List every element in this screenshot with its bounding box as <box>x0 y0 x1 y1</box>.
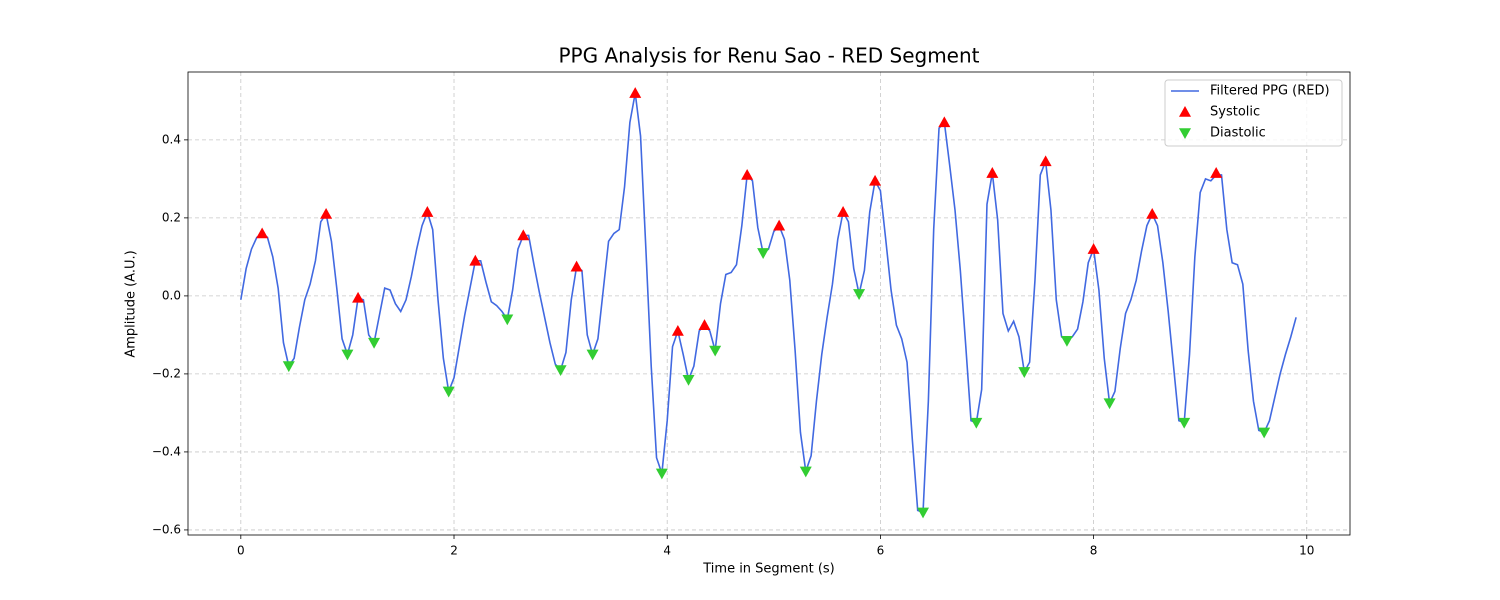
legend-label: Diastolic <box>1210 126 1266 141</box>
x-tick-label: 2 <box>450 544 458 558</box>
systolic-marker <box>1087 243 1100 254</box>
diastolic-marker <box>341 349 354 361</box>
x-axis-label: Time in Segment (s) <box>702 562 834 577</box>
systolic-marker <box>352 291 365 303</box>
y-axis-label: Amplitude (A.U.) <box>124 250 139 357</box>
diastolic-marker <box>1060 335 1073 347</box>
legend-box <box>1164 79 1343 147</box>
systolic-marker <box>741 168 754 180</box>
plot-frame <box>187 71 1351 536</box>
y-tick-label: 0.4 <box>162 132 181 146</box>
diastolic-marker <box>1178 417 1191 429</box>
diastolic-marker <box>970 417 983 429</box>
legend-label: Systolic <box>1210 105 1260 120</box>
legend-label: Filtered PPG (RED) <box>1210 84 1330 99</box>
systolic-marker <box>837 206 850 217</box>
y-tick-label: 0.2 <box>162 210 181 224</box>
systolic-marker <box>773 219 786 231</box>
diastolic-marker <box>799 466 812 478</box>
diastolic-marker <box>1018 367 1031 378</box>
diastolic-marker <box>709 345 722 357</box>
systolic-marker <box>1146 207 1159 219</box>
systolic-marker <box>986 167 999 178</box>
diastolic-marker <box>682 374 695 386</box>
legend: Filtered PPG (RED) Systolic Diastolic <box>1164 79 1343 147</box>
systolic-marker <box>320 207 333 219</box>
y-tick-label: −0.2 <box>152 366 181 380</box>
diastolic-marker <box>554 365 567 377</box>
diastolic-marker <box>1258 427 1271 439</box>
systolic-marker <box>698 319 711 330</box>
x-tick-label: 0 <box>237 544 245 558</box>
systolic-marker <box>1039 155 1052 167</box>
diastolic-marker <box>586 349 599 361</box>
diastolic-marker <box>442 386 455 398</box>
chart-title: PPG Analysis for Renu Sao - RED Segment <box>558 44 979 68</box>
systolic-marker <box>671 324 684 336</box>
y-tick-label: −0.6 <box>152 522 181 536</box>
diastolic-marker <box>917 507 930 519</box>
diastolic-marker <box>282 361 295 373</box>
x-tick-label: 10 <box>1299 544 1314 558</box>
systolic-marker <box>570 260 583 272</box>
systolic-marker <box>469 254 482 266</box>
diastolic-marker <box>501 314 514 326</box>
ppg-line <box>240 92 1297 514</box>
diastolic-marker <box>757 248 770 259</box>
systolic-marker <box>869 174 882 186</box>
legend-swatch <box>1179 106 1191 117</box>
systolic-marker <box>517 229 530 241</box>
systolic-marker <box>629 87 642 98</box>
systolic-marker <box>256 227 269 239</box>
x-tick-label: 6 <box>877 544 885 558</box>
systolic-marker <box>938 116 951 128</box>
systolic-marker <box>421 206 434 217</box>
y-tick-label: −0.4 <box>152 444 181 458</box>
x-tick-label: 8 <box>1090 544 1098 558</box>
y-tick-label: 0.0 <box>162 288 181 302</box>
diastolic-marker <box>853 289 866 300</box>
diastolic-marker <box>368 337 381 349</box>
x-tick-label: 4 <box>663 544 671 558</box>
diastolic-marker <box>655 468 668 480</box>
systolic-marker <box>1210 167 1223 178</box>
legend-swatch <box>1179 128 1191 139</box>
diastolic-marker <box>1103 398 1116 410</box>
